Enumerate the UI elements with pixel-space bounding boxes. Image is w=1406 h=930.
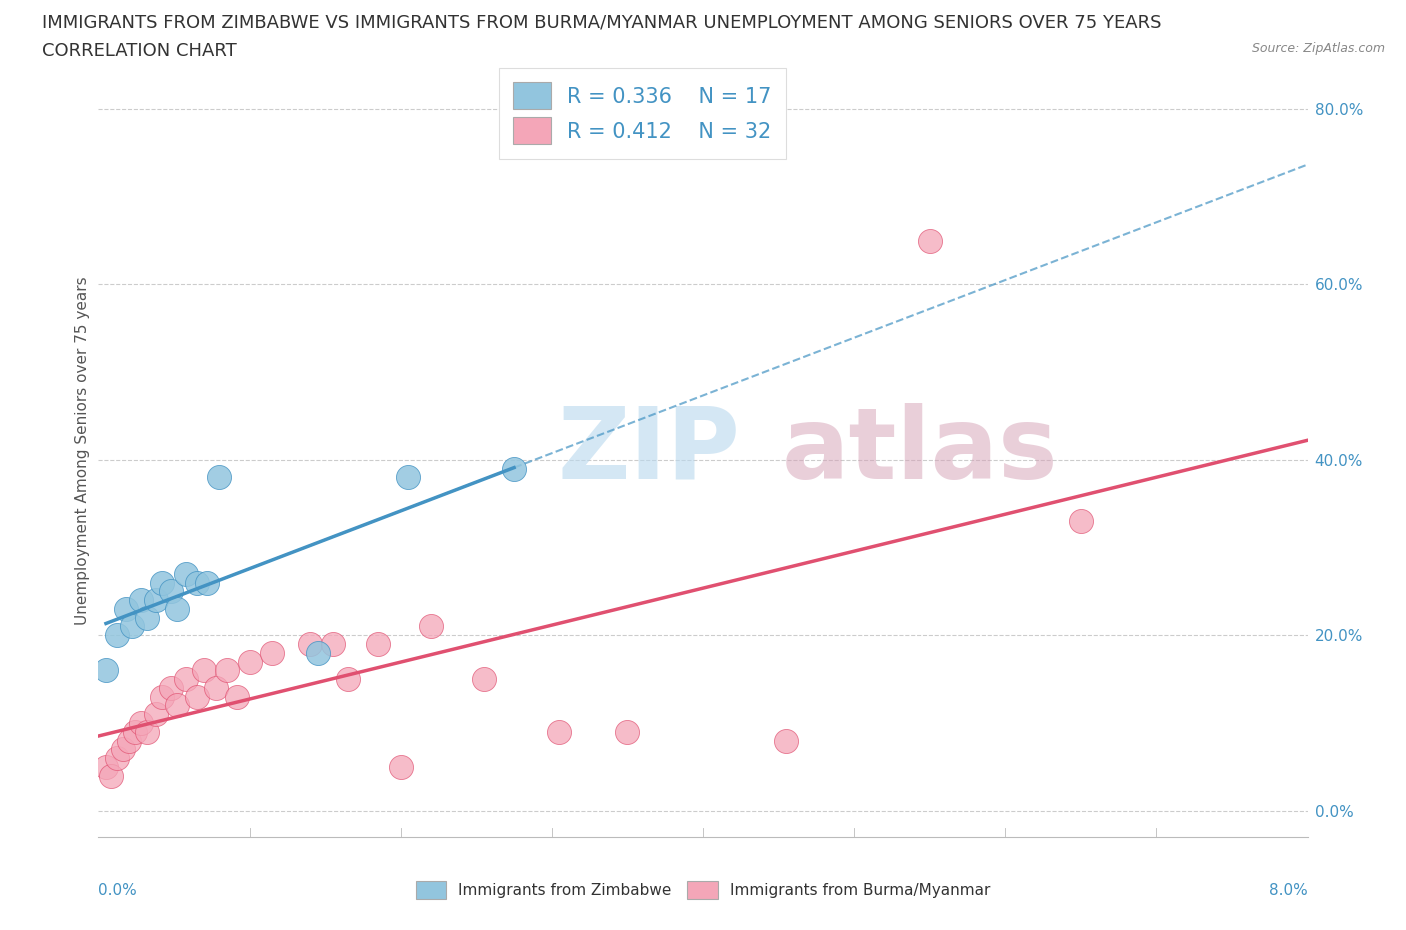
Point (111, 742, 134, 757)
Text: atlas: atlas (782, 403, 1059, 499)
Point (205, 681, 228, 696)
Text: 0.0%: 0.0% (98, 884, 138, 898)
Text: IMMIGRANTS FROM ZIMBABWE VS IMMIGRANTS FROM BURMA/MYANMAR UNEMPLOYMENT AMONG SEN: IMMIGRANTS FROM ZIMBABWE VS IMMIGRANTS F… (42, 14, 1161, 32)
Point (322, 637, 344, 652)
Point (118, 733, 141, 748)
Point (239, 654, 262, 669)
Point (307, 645, 329, 660)
Legend: Immigrants from Zimbabwe, Immigrants from Burma/Myanmar: Immigrants from Zimbabwe, Immigrants fro… (408, 873, 998, 907)
Y-axis label: Unemployment Among Seniors over 75 years: Unemployment Among Seniors over 75 years (75, 277, 90, 625)
Point (160, 681, 183, 696)
Point (135, 724, 157, 739)
Point (548, 724, 571, 739)
Point (616, 724, 638, 739)
Point (94, 663, 117, 678)
Point (114, 602, 136, 617)
Point (129, 592, 152, 607)
Point (186, 689, 208, 704)
Point (160, 584, 183, 599)
Point (174, 671, 197, 686)
Point (208, 470, 231, 485)
Point (124, 724, 146, 739)
Point (775, 733, 797, 748)
Point (503, 461, 526, 476)
Point (389, 760, 412, 775)
Point (121, 619, 143, 634)
Point (299, 637, 322, 652)
Point (94, 760, 117, 775)
Point (195, 575, 218, 590)
Point (166, 602, 188, 617)
Point (1070, 513, 1092, 528)
Point (420, 619, 443, 634)
Point (918, 233, 941, 248)
Point (129, 715, 152, 730)
Point (100, 768, 122, 783)
Point (150, 575, 173, 590)
Point (166, 698, 188, 713)
Point (367, 637, 389, 652)
Point (135, 610, 157, 625)
Point (336, 671, 359, 686)
Point (145, 707, 167, 722)
Point (396, 470, 419, 485)
Point (193, 663, 215, 678)
Point (186, 575, 208, 590)
Point (226, 689, 249, 704)
Text: 8.0%: 8.0% (1268, 884, 1308, 898)
Text: CORRELATION CHART: CORRELATION CHART (42, 42, 238, 60)
Point (150, 689, 173, 704)
Point (105, 751, 128, 765)
Text: ZIP: ZIP (558, 403, 741, 499)
Point (105, 628, 128, 643)
Text: Source: ZipAtlas.com: Source: ZipAtlas.com (1251, 42, 1385, 55)
Point (145, 592, 167, 607)
Point (262, 645, 284, 660)
Point (215, 663, 238, 678)
Point (174, 566, 197, 581)
Point (472, 671, 495, 686)
